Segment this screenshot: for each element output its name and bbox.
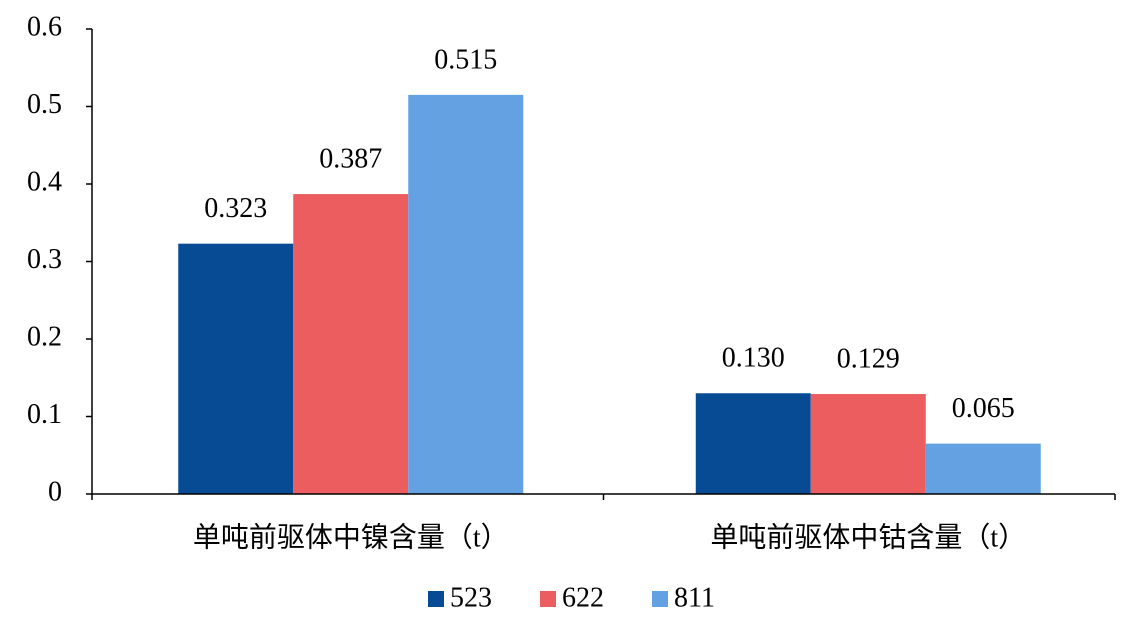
legend-label: 622: [562, 582, 604, 613]
y-tick-label: 0.1: [27, 399, 62, 430]
y-tick-label: 0: [48, 476, 62, 507]
legend-label: 811: [674, 582, 715, 613]
bar: [293, 194, 409, 494]
y-tick-label: 0.6: [27, 11, 62, 42]
value-label: 0.387: [319, 143, 382, 174]
legend-label: 523: [450, 582, 492, 613]
y-tick-label: 0.5: [27, 89, 62, 120]
value-label: 0.130: [722, 343, 785, 374]
bar: [925, 443, 1041, 494]
value-label: 0.065: [952, 393, 1015, 424]
legend-swatch: [428, 591, 444, 607]
value-label: 0.129: [837, 343, 900, 374]
y-tick-label: 0.4: [27, 166, 62, 197]
bar: [178, 243, 294, 494]
legend-swatch: [540, 591, 556, 607]
value-label: 0.515: [434, 44, 497, 75]
bar: [810, 394, 926, 494]
y-tick-label: 0.3: [27, 244, 62, 275]
bar: [408, 94, 524, 494]
x-tick-label: 单吨前驱体中钴含量（t）: [710, 521, 1026, 553]
y-tick-label: 0.2: [27, 321, 62, 352]
x-tick-label: 单吨前驱体中镍含量（t）: [193, 521, 509, 553]
legend-swatch: [652, 591, 668, 607]
value-label: 0.323: [204, 193, 267, 224]
bar: [695, 393, 811, 494]
